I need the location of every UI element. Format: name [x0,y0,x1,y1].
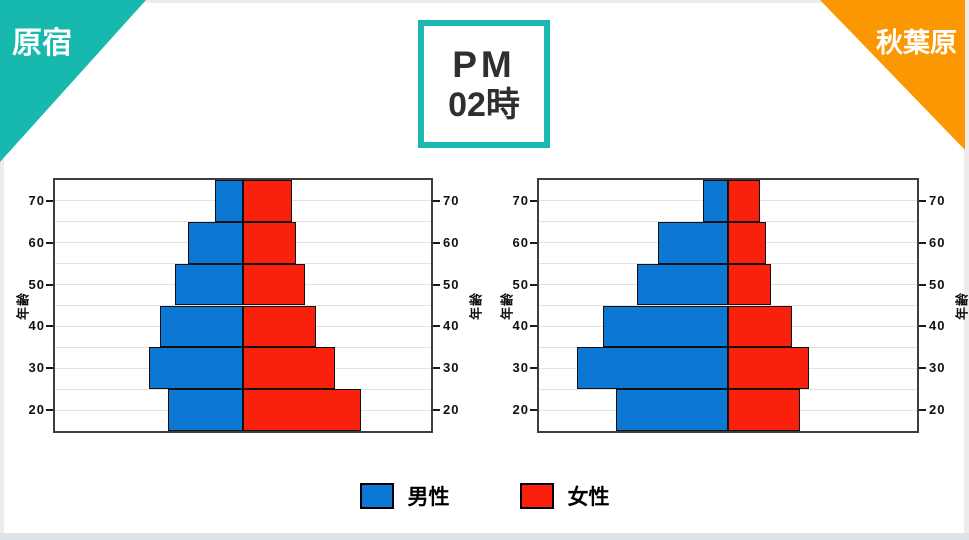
tick-label-left-age-50: 50 [512,276,529,292]
tick-right-age-50 [919,283,926,286]
tick-label-right-age-60: 60 [929,234,946,250]
tick-left-age-20 [530,409,537,412]
tick-right-age-60 [433,241,440,244]
tick-left-age-70 [530,199,537,202]
male-bar-35-45 [603,305,728,348]
male-bar-65-75 [703,180,728,222]
tick-label-left-age-20: 20 [512,402,529,418]
tick-right-age-40 [433,325,440,328]
tick-left-age-40 [530,325,537,328]
male-bar-35-45 [160,305,243,348]
tick-left-age-60 [46,241,53,244]
page-edge-top [0,0,969,3]
female-bar-25-35 [728,347,810,390]
female-bar-45-55 [728,263,772,306]
legend-female-label: 女性 [567,486,610,509]
male-bar-65-75 [214,180,243,222]
female-bar-15-25 [243,389,362,431]
female-bar-25-35 [243,347,336,390]
female-bar-45-55 [243,263,306,306]
tick-label-left-age-70: 70 [28,192,45,208]
tick-label-right-age-60: 60 [443,234,460,250]
male-bar-25-35 [576,347,728,390]
tick-right-age-60 [919,241,926,244]
tick-label-left-age-40: 40 [512,318,529,334]
y-axis-title-right: 年齢 [468,291,484,320]
tick-label-right-age-50: 50 [929,276,946,292]
tick-left-age-30 [530,367,537,370]
tick-label-left-age-40: 40 [28,318,45,334]
female-bar-65-75 [243,180,292,222]
legend-male-label: 男性 [407,486,450,509]
tick-right-age-70 [433,199,440,202]
male-bar-55-65 [658,221,728,264]
male-bar-15-25 [616,389,728,431]
tick-label-left-age-30: 30 [28,360,45,376]
tick-right-age-70 [919,199,926,202]
harajuku-banner-label: 原宿 [12,27,72,60]
female-bar-35-45 [728,305,793,348]
female-bar-15-25 [728,389,800,431]
tick-label-left-age-60: 60 [512,234,529,250]
tick-left-age-40 [46,325,53,328]
tick-label-left-age-70: 70 [512,192,529,208]
male-bar-45-55 [637,263,728,306]
female-bar-65-75 [728,180,761,222]
tick-label-right-age-30: 30 [929,360,946,376]
tick-left-age-70 [46,199,53,202]
male-bar-15-25 [167,389,243,431]
page-edge-right [964,0,969,540]
legend: 男性 女性 [0,481,969,511]
tick-label-left-age-50: 50 [28,276,45,292]
tick-right-age-30 [919,367,926,370]
female-bar-55-65 [243,221,296,264]
tick-left-age-60 [530,241,537,244]
tick-label-right-age-70: 70 [929,192,946,208]
population-pyramid-harajuku: 70 70 60 60 50 50 40 40 30 30 20 20 年齢 年齢 [16,178,484,433]
tick-right-age-30 [433,367,440,370]
tick-label-right-age-40: 40 [929,318,946,334]
male-bar-45-55 [175,263,243,306]
male-bar-55-65 [188,221,243,264]
tick-left-age-50 [46,283,53,286]
tick-left-age-20 [46,409,53,412]
akihabara-banner: 秋葉原 [820,0,965,150]
tick-right-age-40 [919,325,926,328]
y-axis-title-left: 年齢 [15,291,31,320]
tick-label-left-age-60: 60 [28,234,45,250]
time-box-meridiem: PM [452,44,516,86]
tick-label-right-age-20: 20 [929,402,946,418]
page-edge-left [0,0,4,540]
tick-label-left-age-20: 20 [28,402,45,418]
tick-label-right-age-50: 50 [443,276,460,292]
tick-left-age-30 [46,367,53,370]
female-bar-55-65 [728,221,766,264]
tick-label-right-age-20: 20 [443,402,460,418]
tick-left-age-50 [530,283,537,286]
tick-right-age-50 [433,283,440,286]
legend-male-swatch [359,483,394,509]
tick-label-right-age-30: 30 [443,360,460,376]
population-pyramid-akihabara: 70 70 60 60 50 50 40 40 30 30 20 20 年齢 年齢 [500,178,969,433]
male-bar-25-35 [149,347,243,390]
tick-right-age-20 [433,409,440,412]
tick-right-age-20 [919,409,926,412]
page-edge-bottom [0,533,969,540]
y-axis-title-right: 年齢 [954,291,969,320]
tick-label-left-age-30: 30 [512,360,529,376]
female-bar-35-45 [243,305,317,348]
tick-label-right-age-40: 40 [443,318,460,334]
akihabara-banner-label: 秋葉原 [876,28,957,58]
harajuku-banner: 原宿 [0,0,146,162]
y-axis-title-left: 年齢 [499,291,515,320]
time-box: PM 02時 [418,20,550,148]
tick-label-right-age-70: 70 [443,192,460,208]
legend-female-swatch [519,483,554,509]
time-box-hour: 02時 [448,85,520,124]
